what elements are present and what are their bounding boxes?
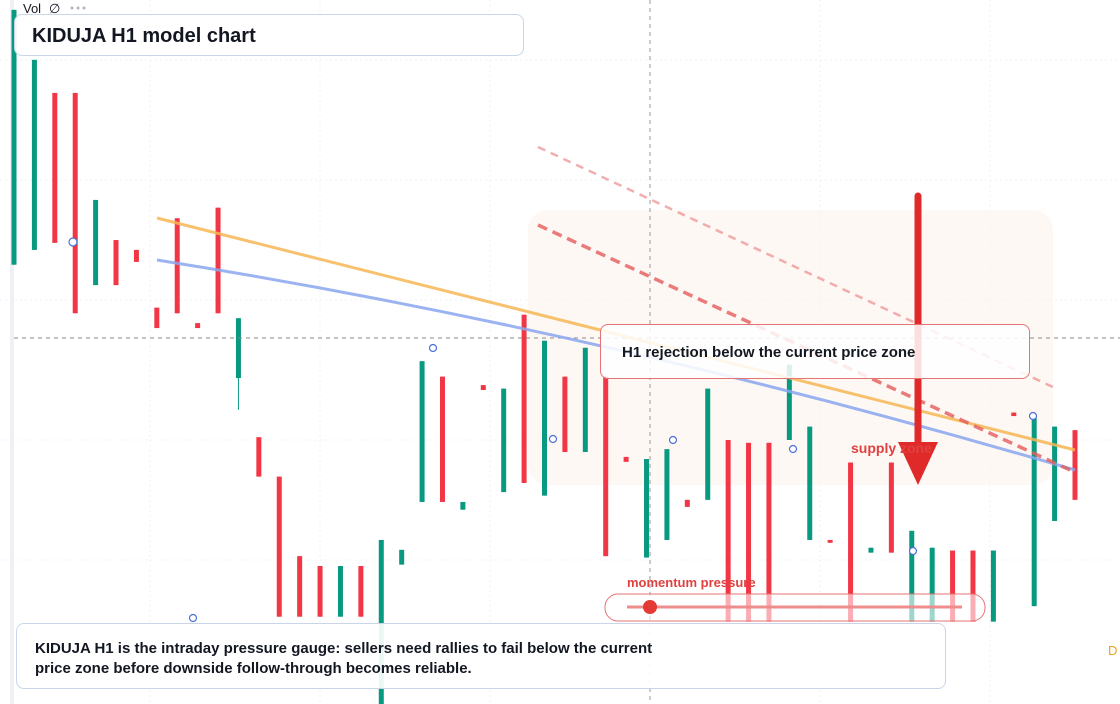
candle-body [52,92,58,243]
candle-body [603,376,609,557]
candle-body [950,550,956,622]
candle-body [317,566,323,617]
candle-body [439,376,445,502]
candle-body [297,556,303,617]
gauge-knob [643,600,657,614]
candle-body [215,207,221,314]
candle-body [807,426,813,540]
candle-body [664,449,670,540]
candle-body [72,92,78,314]
candle-body [480,385,486,391]
candle-body [644,459,650,558]
candle-body [1031,418,1037,607]
candle-body [562,376,568,452]
candle-body [909,530,915,622]
caption-box: KIDUJA H1 is the intraday pressure gauge… [16,623,946,689]
arrow-head [898,442,938,485]
candle-body [786,364,792,440]
candle-body [725,440,731,622]
candle-body [337,566,343,617]
momentum-label: momentum pressure [627,575,756,590]
rejection-box: H1 rejection below the current price zon… [600,324,1030,379]
candle-body [419,361,425,502]
candle-body [276,476,282,617]
candle-body [746,442,752,622]
dots [70,6,86,10]
title-box: KIDUJA H1 model chart [14,14,524,56]
candle-body [399,549,405,565]
candles [11,9,1078,704]
candle-body [93,199,99,286]
candle-body [542,340,547,496]
trend-dashed-upper [537,145,1056,390]
candle-body [827,539,833,543]
candle-body [868,547,874,553]
candle-body [174,218,180,314]
candle-body [888,462,894,553]
candle-body [460,501,466,510]
candle-body [970,550,976,622]
candle-body [11,9,17,265]
candle-body [705,388,711,500]
vol-symbol: ∅ [49,1,60,16]
candle-body [154,307,160,329]
markers [68,237,1038,623]
candle-body [133,249,139,262]
vol-label: Vol [23,1,41,16]
candle-body [358,566,364,617]
candle-body [990,550,996,622]
candle-body [766,442,772,622]
candle-body [256,437,262,477]
candle-body [235,318,241,379]
candle-body [501,388,507,493]
supply-label: supply zone [851,440,932,456]
candle-body [195,323,201,329]
candle-body [113,240,119,286]
candle-body [623,456,629,462]
candle-body [929,547,935,622]
scroll-edge [10,0,14,704]
candle-body [684,499,690,507]
candle-body [521,314,527,483]
candle-body [582,347,588,452]
candle-body [1011,412,1017,417]
candle-body [848,462,854,622]
candle-body [1072,430,1078,500]
edge-label: D [1108,643,1117,658]
candle-body [378,539,384,704]
candle-body [1052,426,1058,521]
candle-body [31,59,37,250]
